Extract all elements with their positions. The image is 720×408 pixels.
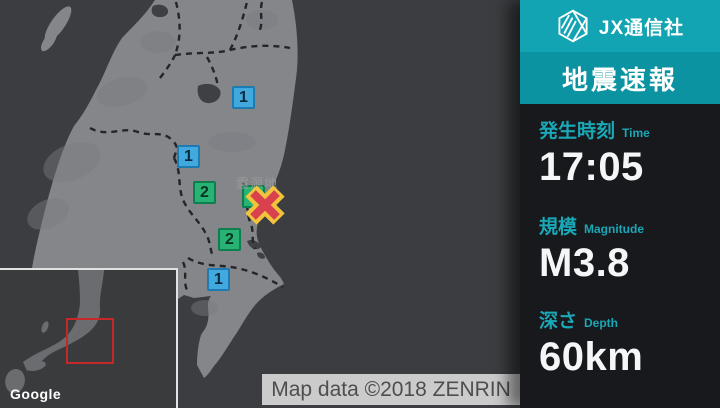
epicenter-x-icon [245,185,285,225]
depth-value: 60km [539,335,644,379]
map-canvas[interactable]: 112221 震源地 Google Map [0,0,520,408]
magnitude-label: 規模 [539,217,578,238]
google-logo[interactable]: Google [10,386,62,402]
magnitude-value: M3.8 [539,241,630,285]
brand-header: JX通信社 [520,0,720,52]
intensity-marker: 1 [207,268,230,291]
alert-badge-label: 地震速報 [561,64,678,95]
inset-japan-map [0,270,176,408]
intensity-marker: 1 [232,86,255,109]
origin-time-value: 17:05 [539,145,644,189]
jx-hexagon-logo-icon [558,9,588,43]
alert-badge: 地震速報 [520,52,720,104]
epicenter-label: 震源地 [236,176,279,191]
field-magnitude: 規模 Magnitude M3.8 [539,212,644,284]
intensity-marker: 1 [177,145,200,168]
origin-time-label: 発生時刻 [539,121,616,142]
field-origin-time: 発生時刻 Time 17:05 [539,116,650,188]
inset-focus-rect [66,318,114,364]
overview-inset-map: Google [0,268,178,408]
magnitude-label-en: Magnitude [584,222,645,236]
field-depth: 深さ Depth 60km [539,306,643,378]
intensity-marker: 2 [218,228,241,251]
map-attribution: Map data ©2018 ZENRIN [262,374,520,405]
depth-label: 深さ [539,311,578,332]
depth-label-en: Depth [584,316,619,330]
alert-sidebar: JX通信社 地震速報 発生時刻 Time 17:05 規模 Magnitude M3… [520,0,720,408]
origin-time-label-en: Time [622,126,650,140]
brand-name: JX通信社 [598,17,685,39]
intensity-marker: 2 [193,181,216,204]
